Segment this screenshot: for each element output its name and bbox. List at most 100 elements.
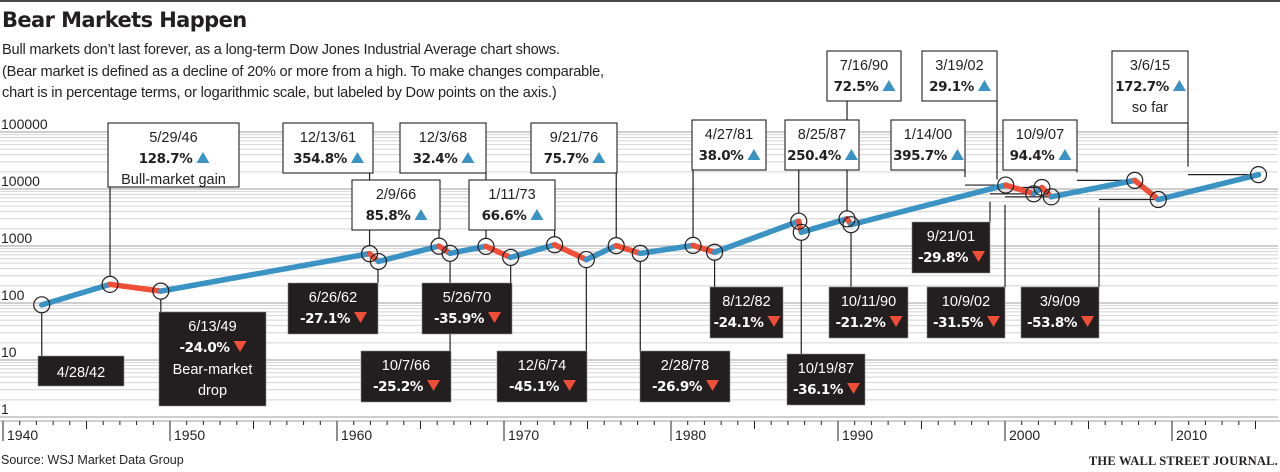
bull-annotation: 8/25/87 250.4% [784,119,860,171]
down-triangle-icon [427,380,441,391]
down-triangle-icon [706,380,720,391]
point-marker [790,212,808,230]
annotation-date: 9/21/76 [550,130,598,146]
x-tick-label: 1990 [842,427,873,443]
point-marker [101,275,119,293]
bull-segment [1155,171,1262,203]
y-tick-label: 100000 [1,116,48,132]
subtitle-line: chart is in percentage terms, or logarit… [2,85,557,101]
bull-annotation: 12/3/68 32.4% [399,122,487,174]
annotation-date: 1/11/73 [488,187,535,203]
point-marker [838,210,856,228]
annotation-box [926,286,1006,339]
down-triangle-icon [1081,316,1095,327]
annotation-box [784,119,860,171]
bear-segment [613,242,644,257]
bear-annotation: 10/19/87 -36.1% [786,353,866,406]
chart-title: Bear Markets Happen [2,8,247,32]
down-triangle-icon [767,316,781,327]
chart-subtitle: Bull markets don’t last forever, as a lo… [2,40,604,105]
bull-annotation: 12/13/61 354.8% [282,122,374,174]
bear-annotation: 4/28/42 [37,355,125,387]
point-marker [477,237,495,255]
annotation-date: 3/6/15 [1130,58,1170,74]
bull-annotation: 7/16/90 72.5% [826,50,902,102]
annotation-note: drop [198,383,227,399]
bear-annotation: 3/9/09 -53.8% [1020,286,1100,339]
bull-annotation: 3/6/15 172.7% so far [1111,50,1189,124]
point-marker [1149,190,1167,209]
source-note: Source: WSJ Market Data Group [1,453,184,467]
x-tick-label: 2010 [1176,427,1207,443]
annotation-percent: 75.7% [544,151,590,167]
annotation-box [282,122,374,174]
annotation-percent: 354.8% [293,151,348,167]
point-marker [1033,178,1051,197]
bull-segment [447,243,489,257]
bull-segment [637,242,696,257]
annotation-date: 12/3/68 [419,130,467,146]
annotation-box [399,122,487,174]
annotation-percent: 172.7% [1115,79,1170,95]
annotation-box [421,282,513,335]
up-triangle-icon [1058,149,1072,160]
annotation-box [1020,286,1100,339]
x-tick-label: 1950 [174,427,205,443]
point-marker [33,296,51,314]
down-triangle-icon [972,251,986,262]
point-markers [33,166,1268,314]
annotation-percent: -36.1% [793,382,844,398]
bull-annotation: 1/11/73 66.6% [468,179,556,231]
annotation-date: 3/9/09 [1040,294,1080,310]
point-marker [1126,171,1144,189]
annotation-percent: 395.7% [893,148,948,164]
annotation-box [351,179,441,231]
bull-segment [711,218,802,255]
bull-annotation: 9/21/76 75.7% [530,122,618,174]
bull-segment [583,242,619,263]
point-marker [441,244,459,262]
bear-segment [483,243,514,261]
down-triangle-icon [354,312,368,323]
up-triangle-icon [882,80,896,91]
annotation-box [496,350,588,403]
bull-annotation: 2/9/66 85.8% [351,179,441,231]
annotation-note: Bull-market gain [121,172,226,188]
annotation-box [911,221,991,274]
bear-annotation: 10/11/90 -21.2% [828,286,909,339]
bear-annotation: 6/26/62 -27.1% [287,282,379,335]
annotation-note: so far [1132,100,1168,116]
annotation-percent: 32.4% [413,151,459,167]
bear-annotation: 9/21/01 -29.8% [911,221,991,274]
annotation-box [826,50,902,102]
up-triangle-icon [530,209,544,220]
annotation-box [158,311,267,407]
annotation-date: 3/19/02 [935,58,983,74]
up-triangle-icon [350,152,364,163]
annotation-percent: -53.8% [1027,315,1078,331]
bull-annotation: 3/19/02 29.1% [921,50,998,102]
annotation-date: 6/26/62 [309,290,357,306]
annotation-box [921,50,998,102]
down-triangle-icon [889,316,903,327]
subtitle-line: Bull markets don’t last forever, as a lo… [2,42,560,58]
point-marker [502,248,520,266]
annotation-date: 2/9/66 [376,187,416,203]
down-triangle-icon [233,341,247,352]
annotation-percent: -45.1% [509,379,560,395]
up-triangle-icon [950,149,964,160]
y-axis: 1 10 100 1000 10000 100000 [1,116,48,417]
annotation-box [828,286,909,339]
bull-segment [848,182,1009,228]
annotation-date: 2/28/78 [661,358,709,374]
annotation-date: 10/9/02 [942,294,990,310]
y-tick-label: 1000 [1,230,32,246]
y-tick-label: 100 [1,287,25,303]
up-triangle-icon [196,152,210,163]
point-marker [607,237,625,255]
bear-annotation: 6/13/49 -24.0% Bear-market drop [158,311,267,407]
annotation-box [691,119,767,171]
point-marker [842,216,860,234]
annotation-percent: -26.9% [652,379,703,395]
